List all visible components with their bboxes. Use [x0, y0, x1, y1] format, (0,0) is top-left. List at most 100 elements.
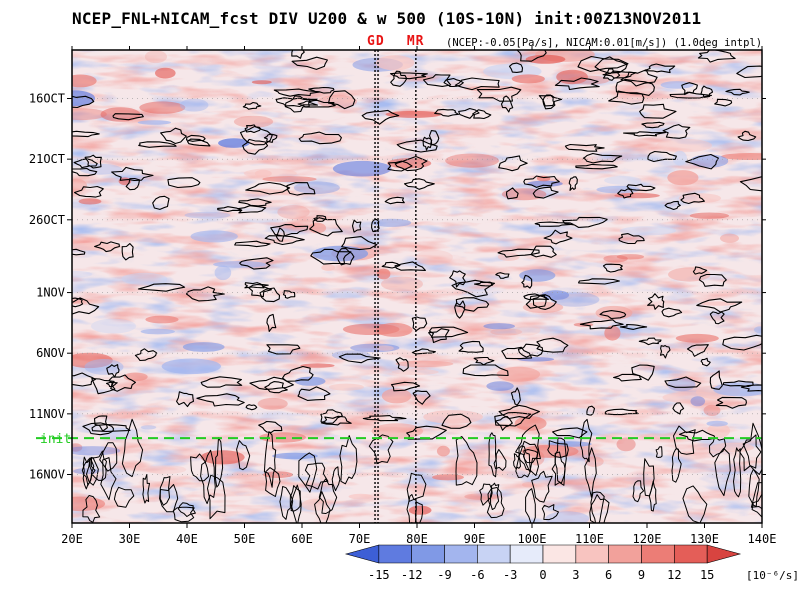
- contour-line: [82, 422, 114, 436]
- contour-line: [508, 62, 524, 73]
- contour-line: [682, 485, 708, 523]
- contour-line: [264, 381, 288, 394]
- y-tick-label: 26OCT: [29, 213, 65, 227]
- contour-line: [700, 357, 711, 367]
- shading-patch: [321, 264, 336, 271]
- contour-line: [291, 50, 305, 59]
- contour-line: [737, 130, 757, 142]
- contour-line: [249, 376, 294, 390]
- contour-line: [532, 186, 559, 199]
- shading-patch: [568, 75, 610, 85]
- contour-line: [339, 435, 358, 485]
- contour-line: [125, 177, 141, 191]
- shading-patch: [257, 397, 288, 410]
- colorbar-label: 12: [667, 568, 681, 582]
- shading-patch: [604, 325, 621, 341]
- shading-patch: [376, 322, 413, 337]
- contour-line: [523, 293, 549, 301]
- contour-line: [451, 279, 496, 298]
- shading-patch: [689, 212, 730, 219]
- shading-patch: [100, 107, 141, 122]
- contour-line: [673, 425, 696, 455]
- contour-line: [655, 446, 663, 458]
- shading-patch: [293, 181, 340, 194]
- contour-line: [207, 474, 226, 520]
- contour-line: [750, 482, 762, 510]
- contour-line: [428, 130, 440, 146]
- contour-line: [90, 450, 107, 481]
- contour-line: [692, 266, 708, 275]
- shading-patch: [706, 420, 728, 427]
- contour-line: [190, 453, 210, 482]
- contour-line: [525, 488, 536, 523]
- contour-line: [282, 290, 296, 299]
- contour-line: [422, 136, 433, 151]
- shading-patch: [376, 268, 391, 280]
- contour-line: [562, 216, 608, 228]
- shading-patch: [387, 158, 432, 169]
- contour-line: [748, 468, 760, 507]
- contour-line: [626, 183, 656, 192]
- x-tick-label: 60E: [291, 532, 313, 546]
- contour-line: [736, 65, 762, 79]
- contour-line: [72, 130, 100, 138]
- contour-line: [554, 437, 567, 484]
- shading-patch: [331, 350, 371, 361]
- shading-patch: [140, 425, 157, 430]
- contour-line: [121, 243, 134, 261]
- shading-patch: [616, 254, 645, 260]
- contour-line: [108, 374, 136, 392]
- contour-line: [320, 409, 343, 424]
- contour-line: [740, 384, 762, 392]
- shading-patch: [137, 120, 172, 125]
- contour-line: [473, 281, 494, 287]
- contour-line: [530, 245, 557, 258]
- contour-line: [242, 138, 269, 155]
- contour-line: [697, 50, 736, 63]
- contour-line: [94, 241, 120, 253]
- contour-line: [309, 217, 343, 237]
- contour-line: [244, 124, 262, 134]
- contour-line: [215, 437, 224, 488]
- shading-patch: [328, 383, 364, 391]
- contour-line: [389, 72, 428, 80]
- contour-line: [602, 263, 623, 273]
- shading-patch: [423, 410, 483, 424]
- shading-patch: [616, 437, 636, 452]
- contour-line: [282, 365, 314, 382]
- shading-patch: [511, 74, 545, 84]
- colorbar-segment: [411, 544, 445, 564]
- contour-line: [310, 248, 352, 265]
- contour-line: [384, 196, 405, 205]
- shading-patch: [121, 272, 168, 285]
- x-tick-label: 50E: [234, 532, 256, 546]
- contour-line: [497, 248, 540, 258]
- shading-patch: [72, 446, 121, 456]
- contour-line: [81, 456, 96, 486]
- contour-line: [547, 440, 569, 458]
- contour-line: [297, 386, 331, 401]
- contour-line: [516, 50, 547, 62]
- shading-patch: [73, 468, 100, 475]
- x-tick-label: 110E: [575, 532, 604, 546]
- contour-line: [270, 224, 309, 237]
- contour-line: [142, 474, 150, 504]
- contour-line: [406, 472, 427, 502]
- colorbar-segment: [378, 544, 412, 564]
- contour-line: [412, 390, 431, 405]
- contour-line: [248, 283, 272, 298]
- contour-line: [93, 415, 108, 432]
- colorbar-segment: [477, 544, 511, 564]
- contour-line: [531, 470, 553, 503]
- contour-line: [159, 484, 179, 513]
- marker-label-gd: GD: [367, 34, 385, 49]
- y-tick-label: 21OCT: [29, 152, 65, 166]
- shading-patch: [72, 178, 87, 193]
- contour-line: [121, 418, 144, 478]
- contour-line: [245, 404, 258, 411]
- shading-patch: [662, 391, 722, 404]
- contour-line: [515, 424, 541, 473]
- contour-line: [631, 364, 655, 381]
- plot-area: [72, 50, 762, 523]
- contour-line: [320, 415, 352, 426]
